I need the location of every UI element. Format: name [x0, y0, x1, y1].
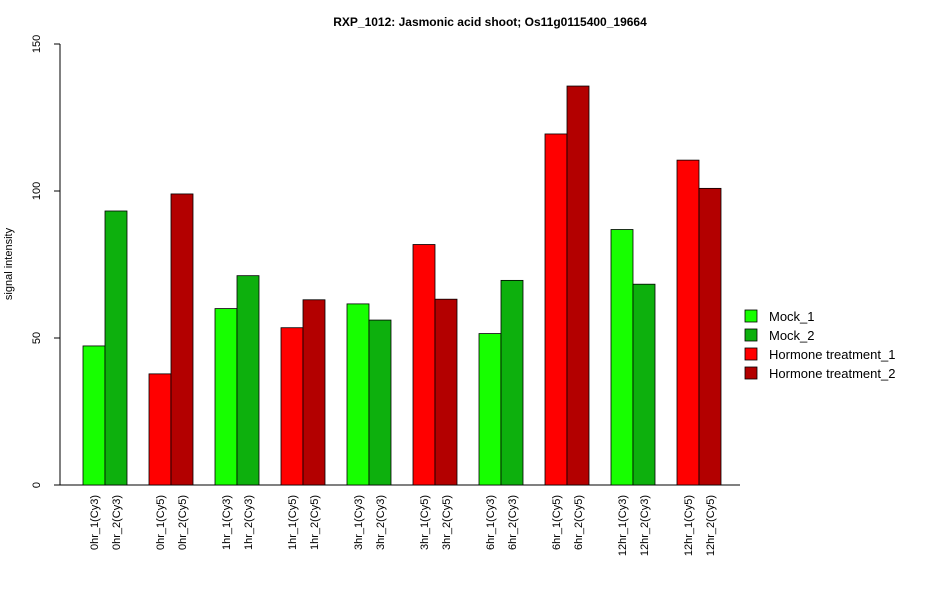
- bar: [170, 193, 194, 486]
- bar: [82, 345, 106, 486]
- chart-title: RXP_1012: Jasmonic acid shoot; Os11g0115…: [333, 15, 647, 29]
- x-tick-label: 3hr_2(Cy5): [441, 495, 453, 550]
- y-tick-label: 0: [31, 482, 43, 488]
- x-tick-label: 1hr_1(Cy5): [287, 495, 299, 550]
- bar: [346, 303, 370, 486]
- bar: [214, 308, 238, 486]
- bar: [148, 373, 172, 486]
- y-tick-label: 100: [31, 182, 43, 200]
- x-tick-label: 6hr_1(Cy5): [551, 495, 563, 550]
- y-axis: 0 50 100 150: [31, 35, 61, 488]
- bar: [500, 279, 524, 486]
- x-tick-label: 3hr_1(Cy5): [419, 495, 431, 550]
- legend-label: Hormone treatment_1: [769, 347, 895, 362]
- x-tick-label: 12hr_2(Cy5): [705, 495, 717, 556]
- y-axis-label: signal intensity: [3, 227, 15, 300]
- x-tick-label: 12hr_1(Cy3): [617, 495, 629, 556]
- bar: [544, 133, 568, 486]
- bar: [566, 85, 590, 486]
- legend-label: Mock_2: [769, 328, 815, 343]
- bar: [698, 187, 722, 486]
- bar: [478, 333, 502, 486]
- bar: [236, 275, 260, 486]
- bar: [412, 244, 436, 486]
- x-tick-labels: 0hr_1(Cy3) 0hr_2(Cy3) 0hr_1(Cy5) 0hr_2(Cy5)…: [89, 495, 717, 556]
- x-tick-label: 6hr_2(Cy3): [507, 495, 519, 550]
- legend-swatch: [744, 366, 758, 380]
- x-tick-label: 0hr_2(Cy3): [111, 495, 123, 550]
- x-tick-label: 3hr_1(Cy3): [353, 495, 365, 550]
- x-tick-label: 1hr_2(Cy3): [243, 495, 255, 550]
- legend-label: Hormone treatment_2: [769, 366, 895, 381]
- x-tick-label: 6hr_1(Cy3): [485, 495, 497, 550]
- bar: [104, 210, 128, 486]
- bar: [368, 319, 392, 486]
- bar: [632, 283, 656, 486]
- x-tick-label: 12hr_1(Cy5): [683, 495, 695, 556]
- legend-swatch: [744, 309, 758, 323]
- legend-swatch: [744, 328, 758, 342]
- bar: [302, 299, 326, 486]
- bar-series: [82, 85, 722, 486]
- x-tick-label: 0hr_1(Cy5): [155, 495, 167, 550]
- legend-label: Mock_1: [769, 309, 815, 324]
- bar: [676, 159, 700, 486]
- x-tick-label: 1hr_1(Cy3): [221, 495, 233, 550]
- bar: [610, 229, 634, 486]
- legend: Mock_1 Mock_2 Hormone treatment_1 Hormone t…: [744, 309, 895, 381]
- legend-swatch: [744, 347, 758, 361]
- x-tick-label: 6hr_2(Cy5): [573, 495, 585, 550]
- bar: [280, 327, 304, 486]
- y-tick-label: 50: [31, 332, 43, 344]
- x-tick-label: 0hr_1(Cy3): [89, 495, 101, 550]
- x-tick-label: 1hr_2(Cy5): [309, 495, 321, 550]
- x-tick-label: 12hr_2(Cy3): [639, 495, 651, 556]
- x-tick-label: 3hr_2(Cy3): [375, 495, 387, 550]
- bar: [434, 298, 458, 486]
- x-tick-label: 0hr_2(Cy5): [177, 495, 189, 550]
- y-tick-label: 150: [31, 35, 43, 53]
